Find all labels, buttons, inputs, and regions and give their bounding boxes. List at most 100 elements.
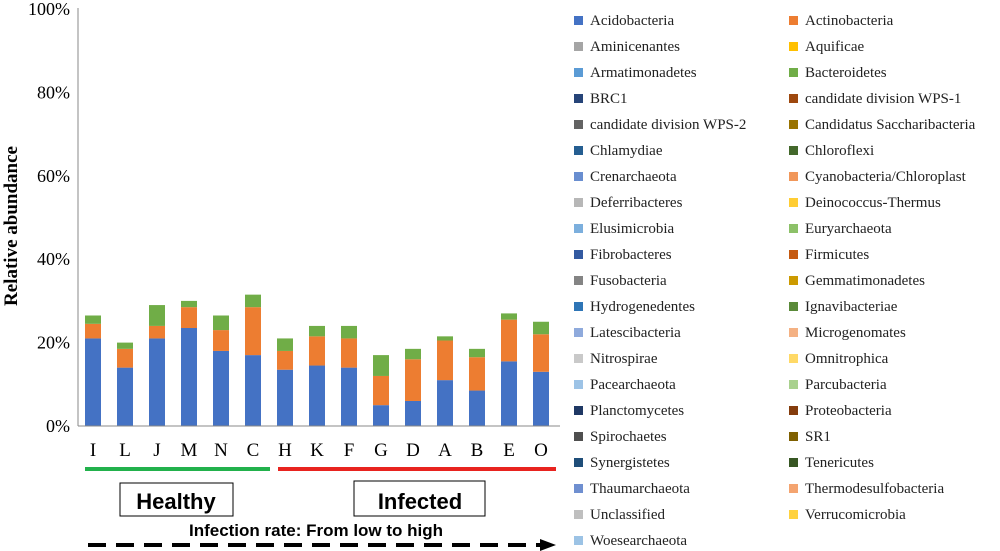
bar-segment xyxy=(245,355,261,426)
legend-label: Microgenomates xyxy=(805,325,906,341)
y-axis-label: Relative abundance xyxy=(1,146,22,306)
legend-label: Verrucomicrobia xyxy=(805,507,906,523)
legend-swatch xyxy=(789,406,798,415)
bar-segment xyxy=(149,305,165,326)
legend-label: Fibrobacteres xyxy=(590,247,672,263)
legend-label: Parcubacteria xyxy=(805,377,887,393)
bar-segment xyxy=(85,315,101,324)
legend-swatch xyxy=(574,302,583,311)
bar-segment xyxy=(341,367,357,426)
x-tick-label: G xyxy=(374,440,388,461)
bar-segment xyxy=(149,338,165,426)
x-tick-label: E xyxy=(503,440,515,461)
legend-swatch xyxy=(574,146,583,155)
legend-swatch xyxy=(574,510,583,519)
legend-swatch xyxy=(789,172,798,181)
legend-label: Pacearchaeota xyxy=(590,377,676,393)
bar-segment xyxy=(405,400,421,426)
y-tick-label: 0% xyxy=(46,416,70,436)
y-axis-ticks: 0% 20% 40% 60% 80% 100% xyxy=(28,0,70,436)
legend-swatch xyxy=(574,406,583,415)
legend-label: candidate division WPS-1 xyxy=(805,91,961,107)
bar-segment xyxy=(309,325,325,337)
legend-label: Hydrogenedentes xyxy=(590,299,695,315)
x-tick-label: D xyxy=(406,440,420,461)
y-tick-label: 60% xyxy=(37,166,70,186)
legend-swatch xyxy=(789,224,798,233)
bar-segment xyxy=(213,315,229,331)
bar-segment xyxy=(437,380,453,426)
y-tick-label: 80% xyxy=(37,82,70,102)
legend-label: candidate division WPS-2 xyxy=(590,117,746,133)
bar-segment xyxy=(117,342,133,349)
bar-segment xyxy=(501,361,517,426)
legend-swatch xyxy=(574,94,583,103)
legend-label: Woesearchaeota xyxy=(590,533,687,549)
legend-label: Armatimonadetes xyxy=(590,65,697,81)
legend-label: Gemmatimonadetes xyxy=(805,273,925,289)
legend-swatch xyxy=(789,146,798,155)
legend-swatch xyxy=(789,250,798,259)
legend-swatch xyxy=(574,458,583,467)
legend-swatch xyxy=(574,42,583,51)
x-tick-label: J xyxy=(153,440,160,461)
bar-segment xyxy=(149,325,165,339)
legend-label: Crenarchaeota xyxy=(590,169,677,185)
bar-segment xyxy=(469,348,485,358)
legend-swatch xyxy=(789,484,798,493)
infected-label: Infected xyxy=(378,489,462,514)
legend-swatch xyxy=(574,328,583,337)
bar-segment xyxy=(469,357,485,391)
legend-swatch xyxy=(574,224,583,233)
bar-segment xyxy=(117,367,133,426)
legend-swatch xyxy=(789,458,798,467)
legend-label: Candidatus Saccharibacteria xyxy=(805,117,976,133)
x-tick-label: O xyxy=(534,440,548,461)
bar-segment xyxy=(405,348,421,360)
legend-swatch xyxy=(789,328,798,337)
bar-segment xyxy=(117,348,133,368)
bar-segment xyxy=(85,338,101,426)
x-tick-label: I xyxy=(90,440,96,461)
legend-swatch xyxy=(574,536,583,545)
arrow-head-icon xyxy=(540,539,556,551)
legend-label: Aminicenantes xyxy=(590,39,680,55)
legend-label: Fusobacteria xyxy=(590,273,667,289)
bars xyxy=(85,294,549,426)
bar-segment xyxy=(245,307,261,356)
legend-label: Tenericutes xyxy=(805,455,874,471)
bar-segment xyxy=(245,294,261,308)
legend-swatch xyxy=(789,380,798,389)
legend-label: Latescibacteria xyxy=(590,325,681,341)
y-tick-label: 40% xyxy=(37,249,70,269)
legend-label: Spirochaetes xyxy=(590,429,667,445)
legend-label: Elusimicrobia xyxy=(590,221,674,237)
legend-swatch xyxy=(789,510,798,519)
bar-segment xyxy=(213,350,229,426)
bar-segment xyxy=(533,371,549,426)
legend-swatch xyxy=(574,172,583,181)
bar-segment xyxy=(341,325,357,339)
infected-label-box xyxy=(353,480,486,517)
legend-label: Synergistetes xyxy=(590,455,670,471)
legend-swatch xyxy=(574,250,583,259)
legend-swatch xyxy=(789,276,798,285)
bar-segment xyxy=(277,369,293,426)
legend-swatch xyxy=(789,302,798,311)
legend-label: Unclassified xyxy=(590,507,665,523)
legend-label: Nitrospirae xyxy=(590,351,658,367)
legend-label: BRC1 xyxy=(590,91,628,107)
x-tick-label: M xyxy=(181,440,198,461)
bar-segment xyxy=(405,359,421,401)
infection-rate-label: Infection rate: From low to high xyxy=(189,521,443,540)
bar-segment xyxy=(85,323,101,339)
x-tick-label: F xyxy=(344,440,355,461)
x-tick-label: C xyxy=(247,440,260,461)
legend-label: Thermodesulfobacteria xyxy=(805,481,944,497)
legend-label: Firmicutes xyxy=(805,247,869,263)
legend-label: Deinococcus-Thermus xyxy=(805,195,941,211)
x-tick-label: A xyxy=(438,440,452,461)
bar-segment xyxy=(437,336,453,341)
